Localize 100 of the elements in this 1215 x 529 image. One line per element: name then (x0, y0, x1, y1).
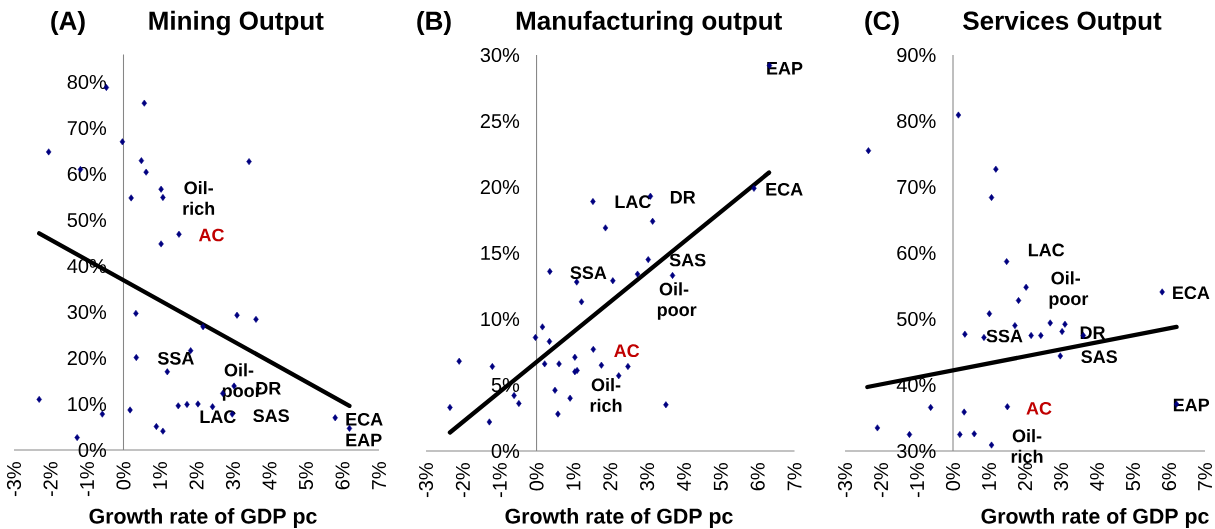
point (36, 395, 42, 403)
point (46, 148, 52, 156)
x-tick-label: 0% (529, 463, 544, 491)
y-tick-label: 10% (481, 311, 520, 327)
point (993, 165, 999, 173)
x-tick-label: -2% (43, 462, 58, 497)
y-tick-label: 20% (67, 350, 107, 366)
point (539, 323, 546, 331)
point (1062, 320, 1068, 328)
y-tick-label: 25% (480, 113, 520, 129)
y-tick-label: 30% (67, 304, 107, 320)
annotation: LAC (615, 195, 651, 209)
point (986, 310, 993, 318)
x-axis-title: Growth rate of GDP pc (981, 508, 1209, 528)
annotation: SSA (570, 266, 607, 280)
point (751, 184, 757, 192)
y-tick-label: 70% (897, 179, 936, 195)
x-tick-label: 4% (676, 463, 691, 491)
x-tick-label: 4% (1090, 463, 1105, 491)
text: (B) (417, 10, 451, 36)
annotation: AC (614, 344, 640, 358)
x-tick-label: 2% (189, 462, 204, 490)
annotation: Oil-poor (1049, 271, 1089, 309)
x-tick-label: 2% (603, 463, 618, 491)
annotation: Oil-rich (1011, 429, 1043, 463)
point (160, 194, 166, 201)
annotation: AC (1026, 401, 1052, 415)
x-tick-label: -1% (492, 463, 507, 498)
point (556, 360, 562, 368)
x-tick-label: -2% (873, 463, 889, 498)
annotation: EAP (1173, 398, 1210, 412)
point (567, 394, 573, 402)
x-tick-label: -2% (455, 463, 470, 498)
y-tick-label: 50% (67, 212, 107, 228)
x-tick-label: 3% (225, 462, 241, 490)
point (153, 423, 160, 431)
point (158, 240, 164, 248)
annotation: DR (1080, 326, 1106, 339)
point (532, 334, 539, 341)
x-tick-label: 5% (1125, 463, 1141, 491)
point (546, 337, 553, 345)
point (119, 138, 126, 146)
point (957, 431, 963, 438)
chart-title: Manufacturing output (516, 10, 782, 36)
y-tick-label: 15% (481, 245, 520, 261)
y-tick-label: 80% (897, 113, 936, 129)
point (447, 403, 453, 411)
point (578, 298, 585, 306)
point (516, 400, 522, 407)
point (511, 392, 517, 400)
point (590, 198, 596, 205)
annotation: SSA (157, 351, 194, 365)
y-tick-label: 30% (480, 47, 520, 63)
x-tick-label: 7% (787, 463, 802, 491)
annotation: SAS (253, 409, 289, 423)
text: (A) (51, 10, 85, 36)
x-tick-label: 3% (640, 463, 655, 491)
annotation: SAS (1081, 350, 1117, 364)
x-tick-label: 6% (335, 462, 350, 490)
point (1047, 319, 1053, 327)
point (602, 224, 609, 232)
point (988, 441, 995, 449)
point (669, 271, 676, 279)
point (874, 424, 881, 432)
y-tick-label: 70% (67, 120, 107, 136)
y-tick-label: 20% (480, 179, 520, 195)
x-tick-label: 1% (982, 463, 997, 490)
point (928, 403, 934, 411)
point (649, 217, 656, 225)
point (865, 147, 872, 155)
point (176, 230, 182, 238)
y-tick-label: 30% (897, 443, 936, 459)
y-tick-label: 60% (67, 166, 107, 182)
point (133, 309, 139, 317)
point (332, 414, 338, 422)
y-tick-label: 10% (68, 396, 107, 412)
point (246, 158, 252, 166)
point (133, 354, 139, 362)
point (552, 386, 558, 394)
point (184, 400, 190, 408)
y-tick-label: 80% (67, 74, 107, 90)
x-axis-title: Growth rate of GDP pc (505, 508, 733, 528)
annotation: EAP (767, 62, 803, 75)
annotation: LAC (1028, 243, 1065, 257)
x-tick-label: -1% (910, 463, 925, 498)
point (456, 357, 462, 365)
x-tick-label: 6% (1161, 463, 1177, 491)
point (555, 410, 561, 418)
point (645, 256, 651, 264)
annotation: ECA (1173, 286, 1210, 300)
x-tick-label: -1% (80, 462, 94, 497)
point (598, 361, 605, 369)
point (1038, 332, 1044, 339)
annotation: LAC (200, 410, 236, 424)
point (138, 157, 145, 165)
annotation: DR (670, 191, 696, 204)
x-tick-label: -3% (837, 463, 853, 498)
annotation: AC (198, 228, 224, 242)
chart-title: Mining Output (149, 10, 324, 36)
point (128, 194, 134, 202)
